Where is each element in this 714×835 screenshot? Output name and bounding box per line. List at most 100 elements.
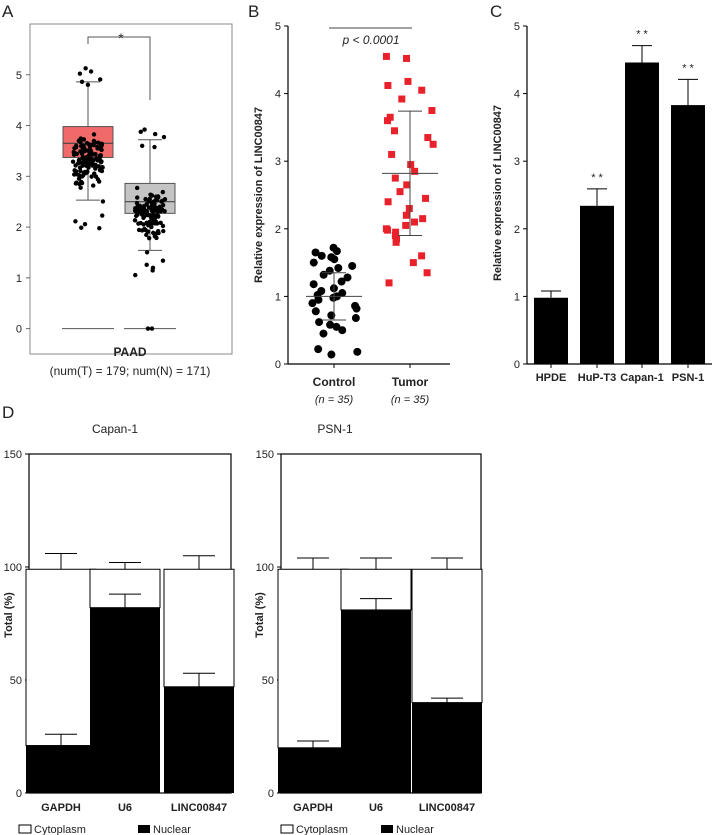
data-point xyxy=(95,144,100,150)
data-point xyxy=(78,185,83,190)
panel-c-bar-chart: 0 1 2 3 4 5 HPDE * * HuP-T3 * * Capan-1 * * PSN-1 R… xyxy=(492,21,712,384)
legend-nuclear-swatch xyxy=(381,825,393,833)
ytick-label: 0 xyxy=(16,788,22,800)
tumor-point xyxy=(384,81,392,89)
data-point xyxy=(150,230,156,236)
panel-b-ytick-label: 2 xyxy=(275,224,281,236)
panel-c-ytick-label: 3 xyxy=(514,156,520,168)
control-point xyxy=(332,322,341,331)
data-point xyxy=(99,143,104,148)
legend-cytoplasm-swatch xyxy=(280,824,294,834)
data-point xyxy=(92,140,98,145)
panel-a-ytick-label: 0 xyxy=(16,324,22,336)
x-tick-label: U6 xyxy=(118,802,132,814)
ytick-label: 0 xyxy=(268,788,274,800)
panel-d-capan1-ylabel: Total (%) xyxy=(3,592,15,638)
bar xyxy=(534,297,568,364)
data-point xyxy=(152,144,157,150)
panel-label-a: A xyxy=(2,2,14,21)
panel-a-ytick-label: 4 xyxy=(16,121,22,133)
control-point xyxy=(351,314,360,323)
data-point xyxy=(72,145,77,151)
legend-nuclear-label: Nuclear xyxy=(153,824,191,835)
bar xyxy=(625,62,659,365)
panel-b-scatter-plot: 0 1 2 3 4 5 p < 0.0001 Relative expression of… xyxy=(253,21,450,406)
tumor-point xyxy=(423,269,431,277)
control-point xyxy=(337,277,346,286)
data-point xyxy=(74,180,79,185)
control-point xyxy=(338,326,347,335)
data-point xyxy=(149,326,155,331)
data-point xyxy=(136,221,141,226)
tumor-point xyxy=(398,95,406,103)
data-point xyxy=(81,137,87,142)
data-point xyxy=(143,196,148,202)
data-point xyxy=(137,203,143,209)
panel-d-capan1-chart: Capan-1 Total (%) 0 50 100 150 GAPDH U6 LINC00… xyxy=(3,422,235,835)
control-point xyxy=(309,280,318,289)
panel-a-box-plot: 0 1 2 3 4 5 * PAAD (num(T) = 179; num(N) = 17… xyxy=(16,23,233,378)
tumor-point xyxy=(407,161,415,169)
data-point xyxy=(78,149,83,154)
legend-cytoplasm-label: Cytoplasm xyxy=(34,824,86,835)
panel-a-significance: * xyxy=(118,30,124,46)
data-point xyxy=(138,129,143,135)
tumor-point xyxy=(409,259,417,267)
data-point xyxy=(141,206,147,211)
panel-b-xtick-control: Control xyxy=(313,375,356,389)
data-point xyxy=(158,220,163,226)
tumor-point xyxy=(384,117,392,125)
nuclear-bar xyxy=(341,609,411,793)
panel-label-b: B xyxy=(248,2,259,21)
panel-a-ytick-label: 1 xyxy=(16,273,22,285)
tumor-point xyxy=(402,221,410,229)
panel-c-ytick-label: 0 xyxy=(514,359,520,371)
data-point xyxy=(136,227,142,233)
data-point xyxy=(133,272,138,278)
legend-nuclear-swatch xyxy=(138,825,150,833)
data-point xyxy=(160,189,166,195)
control-point xyxy=(343,273,352,282)
control-point xyxy=(315,318,324,327)
data-point xyxy=(161,134,167,140)
panel-b-ytick-label: 5 xyxy=(275,21,281,33)
tumor-point xyxy=(384,226,392,234)
data-point xyxy=(89,174,94,179)
control-point xyxy=(314,295,323,304)
control-point xyxy=(327,311,336,320)
data-point xyxy=(83,66,88,71)
control-point xyxy=(311,307,320,316)
tumor-point xyxy=(391,174,399,182)
data-point xyxy=(154,231,159,236)
data-point xyxy=(90,163,95,168)
ytick-label: 100 xyxy=(4,562,22,574)
control-point xyxy=(352,304,361,313)
data-point xyxy=(142,127,147,132)
data-point xyxy=(160,202,166,208)
ytick-label: 50 xyxy=(262,675,274,687)
data-point xyxy=(79,225,84,230)
data-point xyxy=(132,218,138,223)
data-point xyxy=(91,183,96,188)
tumor-point xyxy=(429,140,437,148)
panel-a-significance-bracket xyxy=(87,36,151,100)
tumor-point xyxy=(419,215,427,223)
data-point xyxy=(96,164,101,169)
tumor-point xyxy=(405,205,413,213)
panel-b-ylabel: Relative expression of LINC00847 xyxy=(253,107,265,283)
tumor-point xyxy=(424,134,432,142)
data-point xyxy=(149,208,155,213)
data-point xyxy=(100,164,105,170)
data-point xyxy=(76,158,82,163)
panel-a-ytick-label: 5 xyxy=(16,70,22,82)
panel-a-frame xyxy=(29,23,233,355)
panel-b-n-control: (n = 35) xyxy=(315,394,354,406)
panel-b-xtick-tumor: Tumor xyxy=(392,375,429,389)
data-point xyxy=(143,227,148,233)
data-point xyxy=(100,213,105,218)
tumor-point xyxy=(404,77,412,85)
data-point xyxy=(144,220,149,226)
data-point xyxy=(77,165,83,170)
data-point xyxy=(150,268,155,273)
